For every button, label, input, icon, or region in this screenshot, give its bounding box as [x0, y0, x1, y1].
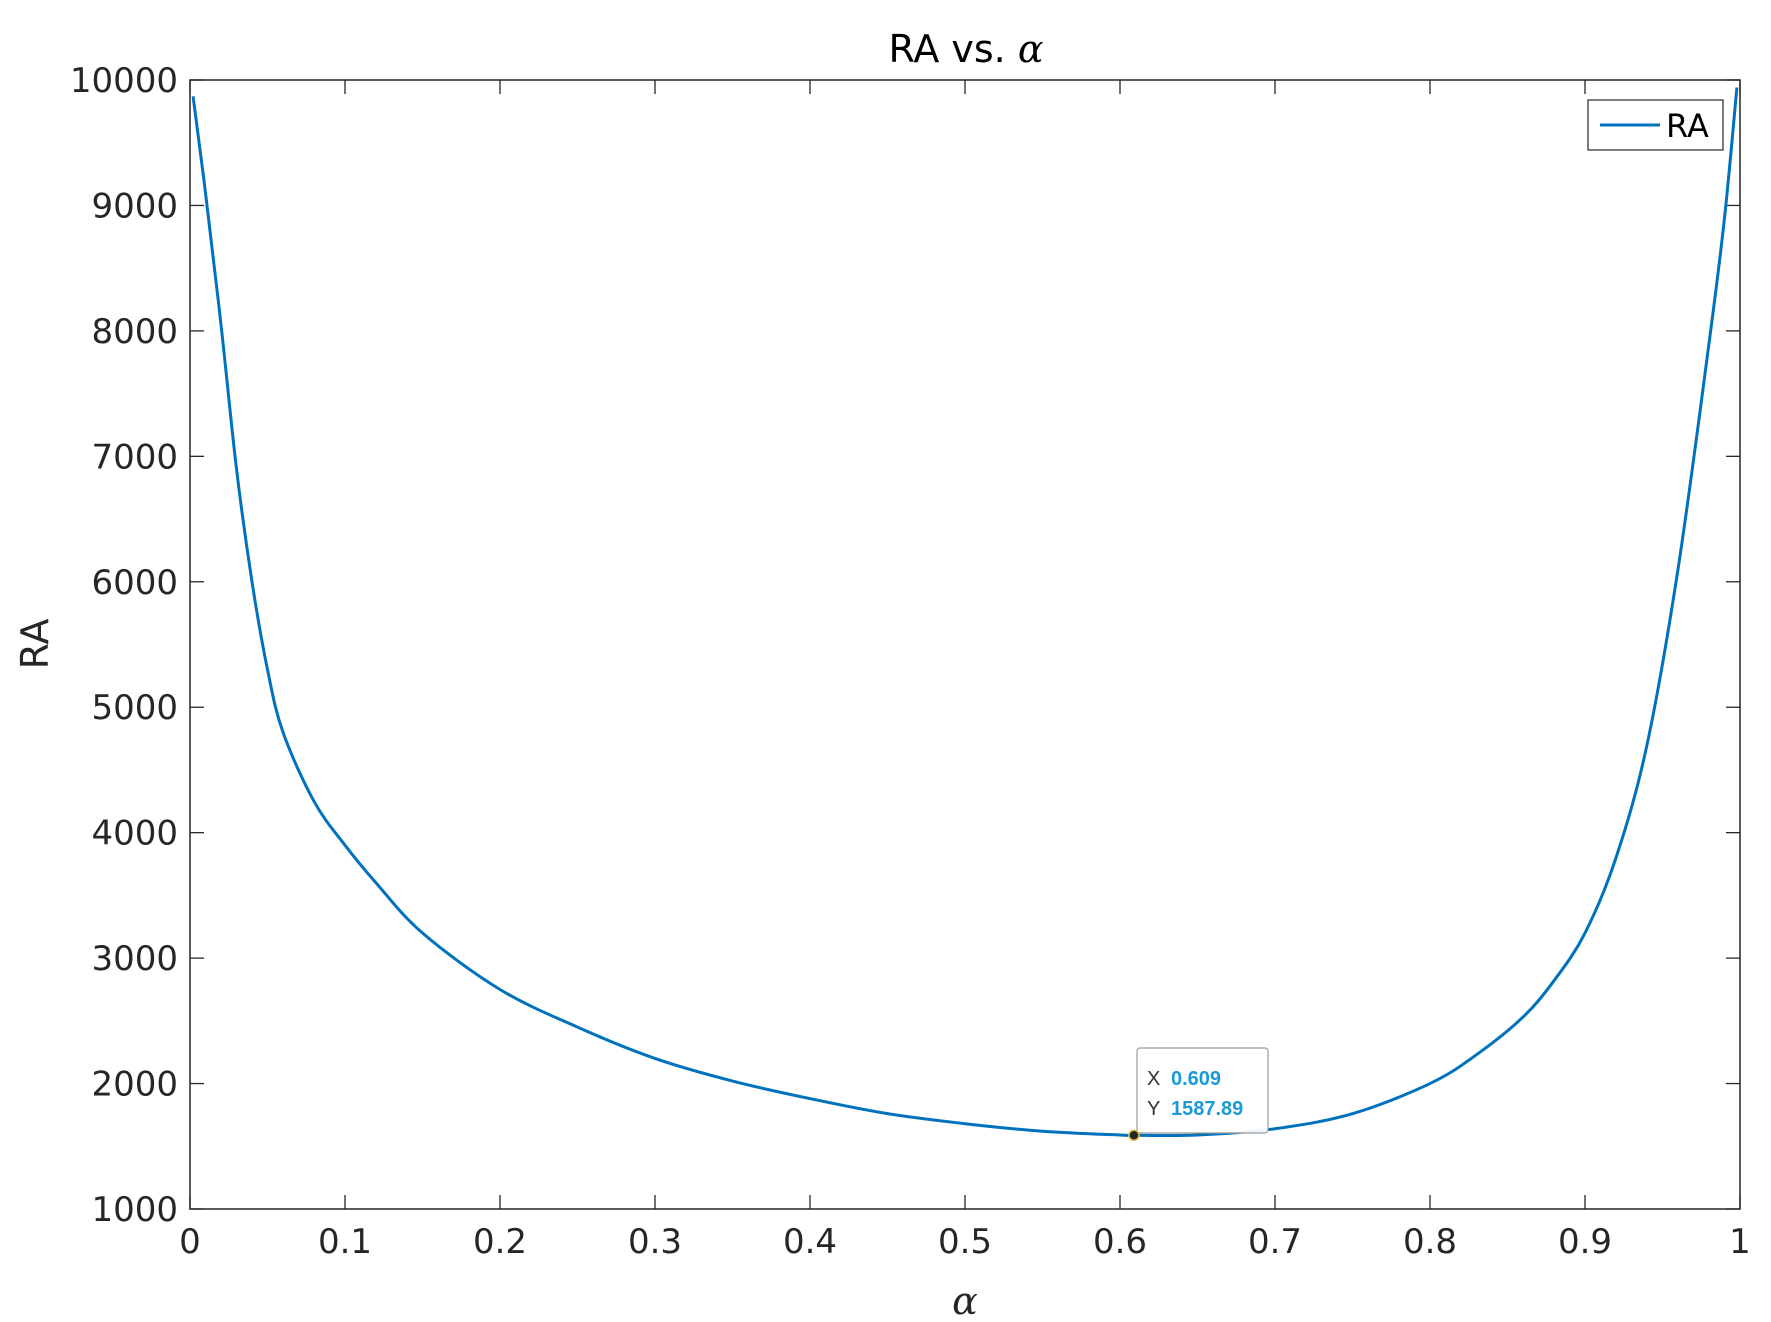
y-tick-label: 10000 [70, 61, 178, 101]
datatip[interactable]: X 0.609 Y 1587.89 [1128, 1047, 1269, 1142]
y-tick-label: 6000 [91, 563, 178, 603]
series-layer [191, 87, 1739, 1138]
y-tick-label: 9000 [91, 186, 178, 226]
x-tick-label: 0.6 [1093, 1222, 1147, 1262]
x-tick-label: 1 [1729, 1222, 1751, 1262]
datatip-y-key: Y [1147, 1098, 1160, 1120]
y-axis-label: RA [13, 619, 57, 670]
x-tick-label: 0.7 [1248, 1222, 1302, 1262]
chart-title-symbol: α [1018, 27, 1044, 71]
x-tick-label: 0.8 [1403, 1222, 1457, 1262]
datatip-x-key: X [1147, 1068, 1160, 1090]
y-tick-label: 2000 [91, 1065, 178, 1105]
y-tick-labels: 1000 2000 3000 4000 5000 6000 7000 8000 9000 1000… [70, 61, 178, 1230]
series-line-ra[interactable] [191, 87, 1739, 1138]
axis-ticks [189, 79, 1741, 1210]
x-tick-label: 0.5 [938, 1222, 992, 1262]
y-tick-label: 8000 [91, 312, 178, 352]
datatip-marker[interactable] [1128, 1129, 1140, 1142]
y-tick-label: 5000 [91, 688, 178, 728]
x-axis-label: α [952, 1279, 978, 1322]
y-tick-label: 3000 [91, 939, 178, 979]
legend[interactable]: RA [1587, 99, 1724, 151]
datatip-x-value: 0.609 [1171, 1068, 1221, 1090]
y-tick-label: 4000 [91, 814, 178, 854]
datatip-y-value: 1587.89 [1171, 1098, 1243, 1120]
x-tick-label: 0.2 [473, 1222, 527, 1262]
plot-area [189, 79, 1741, 1210]
x-tick-labels: 0 0.1 0.2 0.3 0.4 0.5 0.6 0.7 0.8 0.9 1 [179, 1222, 1751, 1262]
x-tick-label: 0.3 [628, 1222, 682, 1262]
x-tick-label: 0.9 [1558, 1222, 1612, 1262]
datatip-box [1136, 1047, 1269, 1134]
chart-title: RA vs. α [888, 27, 1043, 71]
x-tick-label: 0 [179, 1222, 201, 1262]
x-tick-label: 0.4 [783, 1222, 837, 1262]
chart-title-main: RA vs. [888, 27, 1005, 71]
y-tick-label: 7000 [91, 437, 178, 477]
x-tick-label: 0.1 [318, 1222, 372, 1262]
legend-label-ra: RA [1666, 107, 1709, 145]
y-tick-label: 1000 [91, 1190, 178, 1230]
